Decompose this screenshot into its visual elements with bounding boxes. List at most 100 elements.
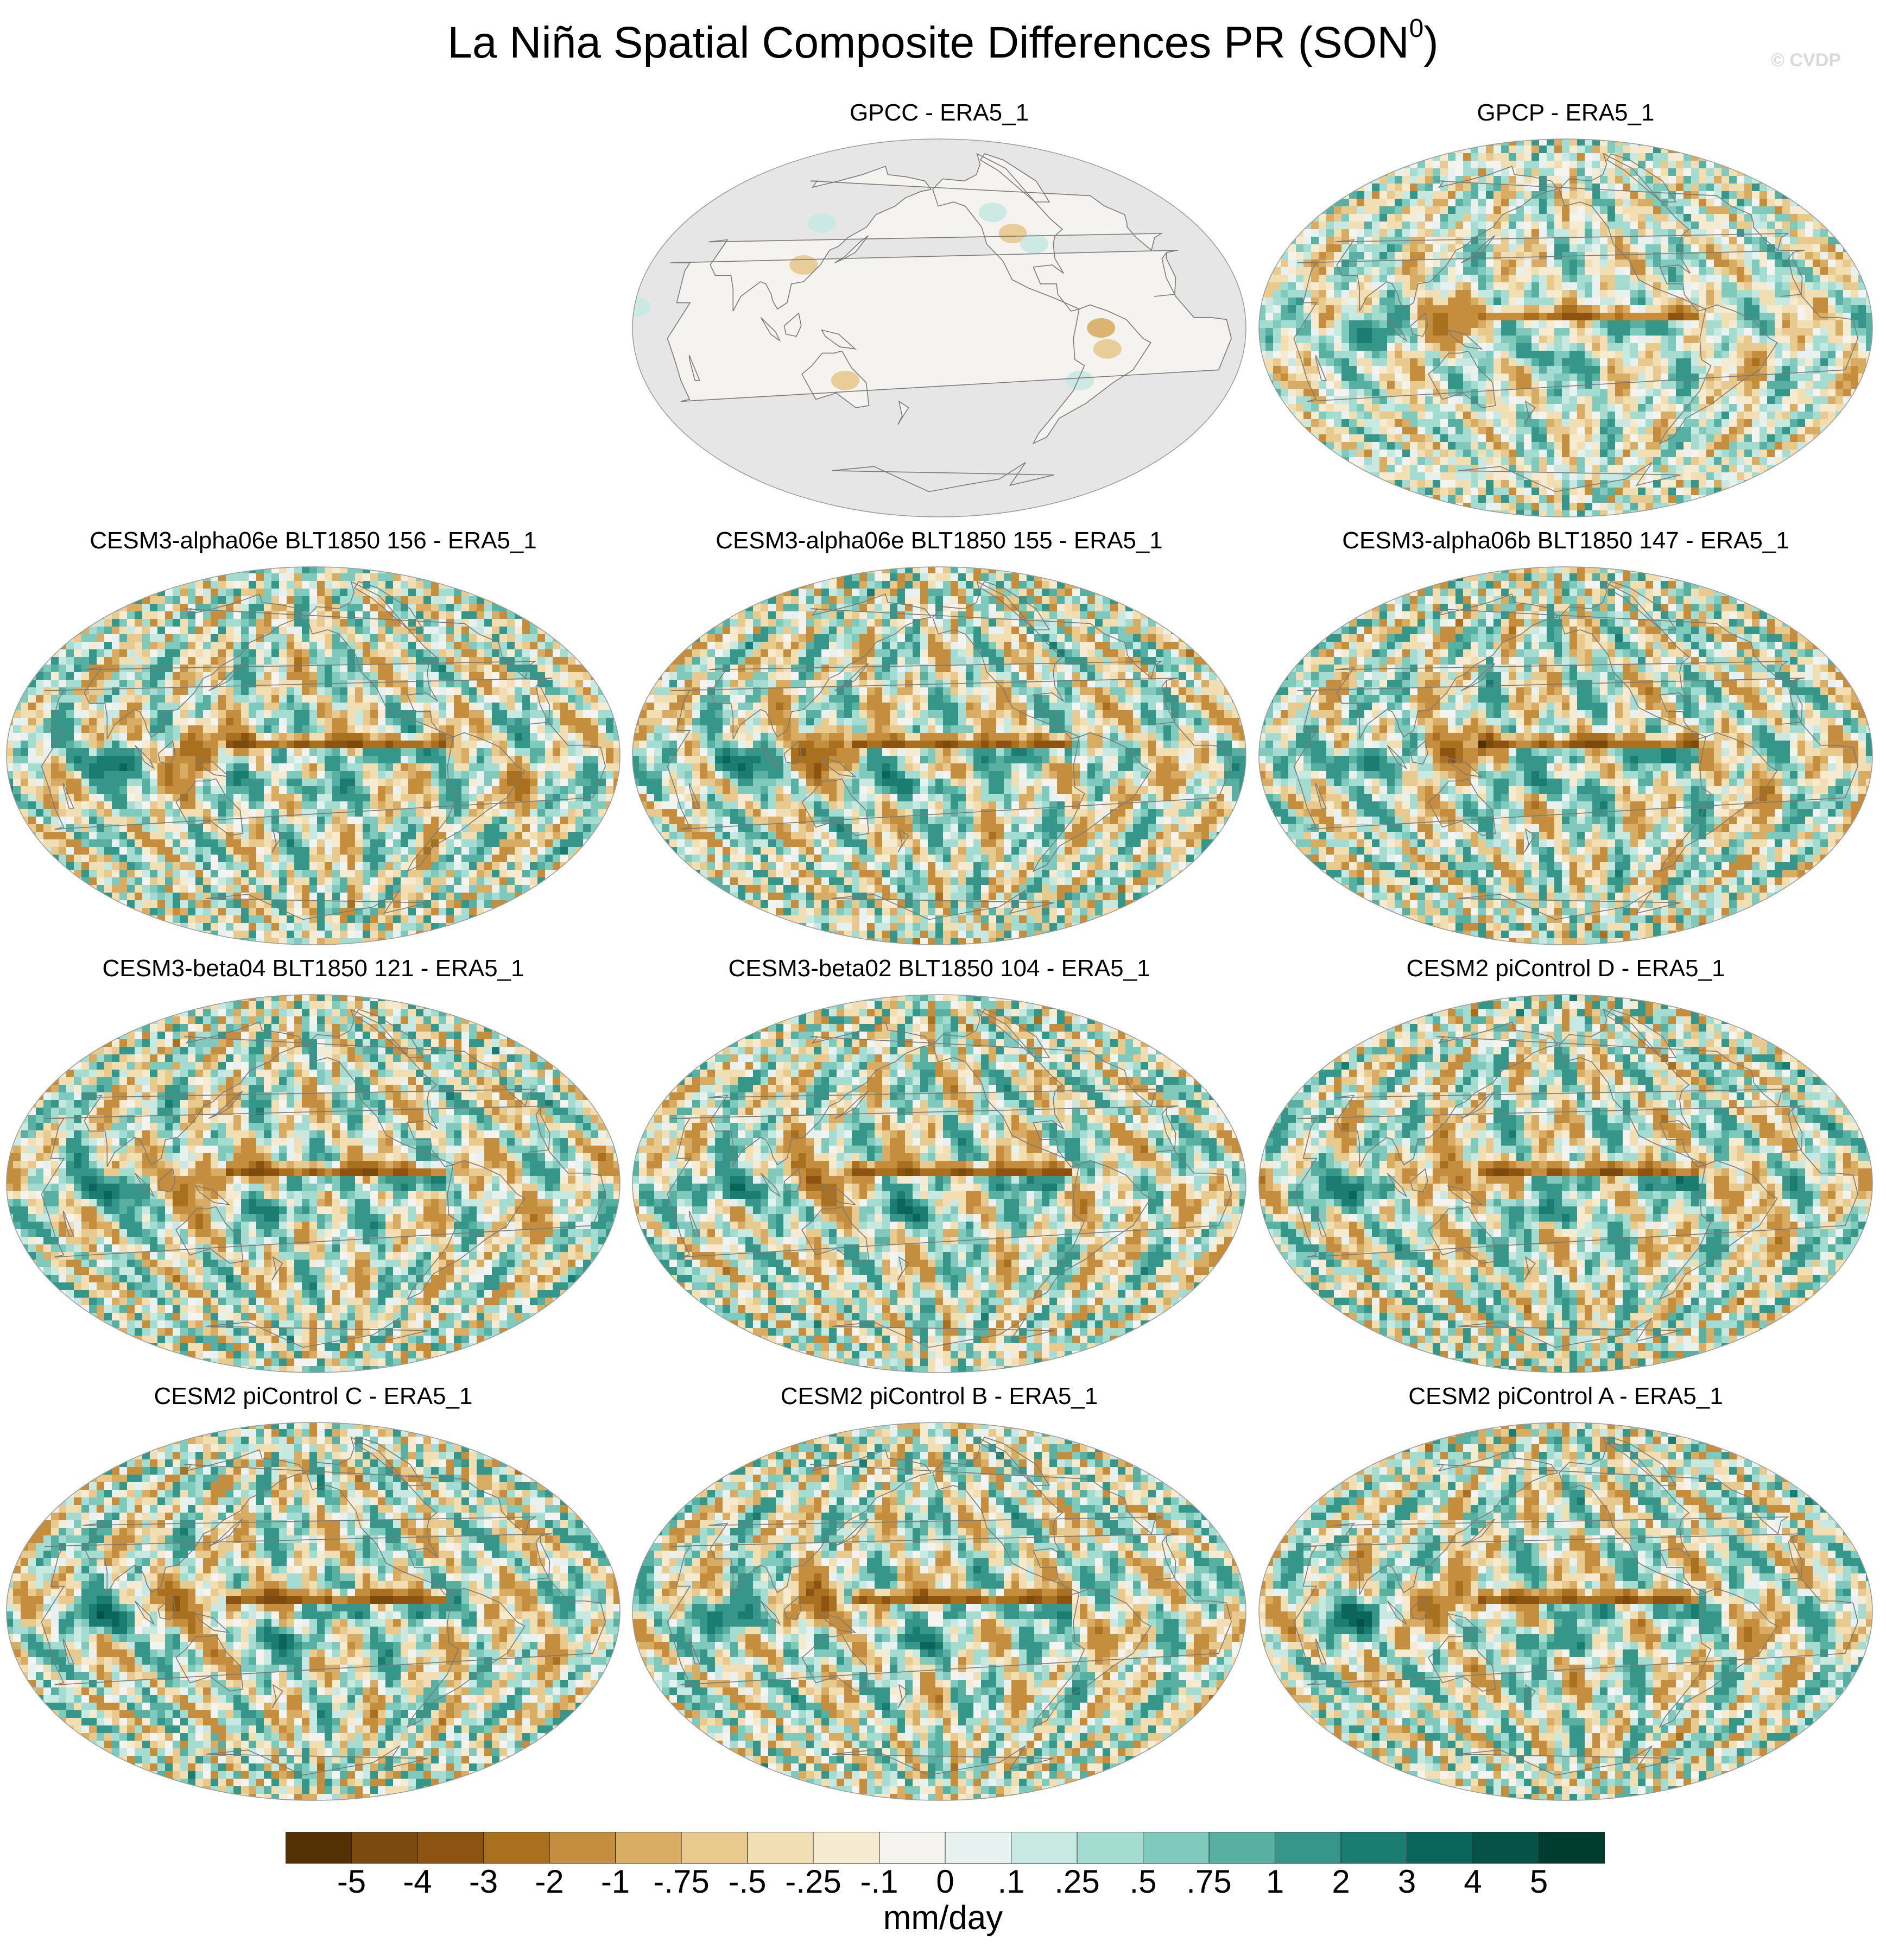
map-border <box>632 566 1246 945</box>
map-panel-gpcp: GPCP - ERA5_1 <box>1258 98 1874 526</box>
panel-title: CESM3-alpha06e BLT1850 155 - ERA5_1 <box>631 526 1247 556</box>
map-panel-cesm3-alpha06e-155: CESM3-alpha06e BLT1850 155 - ERA5_1 <box>631 526 1247 953</box>
colorbar-tick-label: -4 <box>403 1863 432 1897</box>
coastlines <box>1293 1436 1858 1776</box>
map-border <box>6 994 621 1373</box>
colorbar-swatch <box>286 1832 352 1864</box>
map-cesm2-picontrol-a <box>1258 1422 1873 1801</box>
colorbar-tick-label: 3 <box>1398 1863 1416 1897</box>
colorbar-swatch <box>615 1832 682 1864</box>
colorbar-swatch <box>483 1832 550 1864</box>
colorbar-swatch <box>351 1832 418 1864</box>
colorbar-swatch <box>1077 1832 1143 1864</box>
panel-title: CESM2 piControl A - ERA5_1 <box>1258 1381 1874 1412</box>
map-gpcp <box>1258 138 1873 517</box>
colorbar-tick-label: 1 <box>1266 1863 1284 1897</box>
coastlines <box>667 580 1232 920</box>
map-cesm2-picontrol-d <box>1258 994 1873 1373</box>
colorbar-tick-label: .5 <box>1129 1863 1156 1897</box>
map-border <box>632 994 1246 1373</box>
colorbar-swatch <box>813 1832 879 1864</box>
colorbar-tick-label: .25 <box>1054 1863 1099 1897</box>
colorbar-tick-label: -2 <box>535 1863 564 1897</box>
panel-title: CESM3-beta02 BLT1850 104 - ERA5_1 <box>631 953 1247 984</box>
precip-field <box>632 995 1246 1373</box>
precip-field <box>632 1422 1246 1800</box>
map-cesm2-picontrol-b <box>632 1422 1246 1801</box>
title-superscript: 0 <box>1409 14 1424 43</box>
colorbar-tick-label: -.75 <box>653 1863 709 1897</box>
colorbar-swatch <box>1011 1832 1078 1864</box>
colorbar-tick-label: -5 <box>337 1863 366 1897</box>
map-cesm3-alpha06e-155 <box>632 566 1246 945</box>
colorbar-swatch <box>879 1832 946 1864</box>
coastlines <box>41 1008 606 1348</box>
watermark: © CVDP <box>1771 50 1841 71</box>
land-field <box>632 154 1232 444</box>
map-gpcc <box>632 138 1246 517</box>
precip-field <box>632 139 1246 517</box>
coastlines <box>41 580 606 920</box>
coastlines <box>667 153 1232 492</box>
map-border <box>6 1422 621 1801</box>
map-panel-cesm3-alpha06e-156: CESM3-alpha06e BLT1850 156 - ERA5_1 <box>5 526 621 953</box>
map-cesm2-picontrol-c <box>6 1422 621 1801</box>
coastlines <box>667 1436 1232 1776</box>
title-main: La Niña Spatial Composite Differences PR… <box>447 18 1409 67</box>
colorbar-swatch <box>681 1832 748 1864</box>
map-border <box>1258 1422 1873 1801</box>
map-cesm3-alpha06e-156 <box>6 566 621 945</box>
colorbar-swatch <box>747 1832 814 1864</box>
precip-field <box>1259 139 1872 517</box>
precip-field <box>7 995 620 1373</box>
map-panel-cesm2-picontrol-a: CESM2 piControl A - ERA5_1 <box>1258 1381 1874 1809</box>
panel-title: CESM3-alpha06b BLT1850 147 - ERA5_1 <box>1258 526 1874 556</box>
map-panel-cesm3-beta02-104: CESM3-beta02 BLT1850 104 - ERA5_1 <box>631 953 1247 1381</box>
colorbar-units-label: mm/day <box>0 1896 1886 1940</box>
precip-field <box>1259 1422 1872 1800</box>
colorbar-tick-label: 5 <box>1530 1863 1548 1897</box>
map-border <box>632 1422 1246 1801</box>
map-border <box>632 138 1246 517</box>
colorbar-tick-label: -3 <box>469 1863 498 1897</box>
colorbar-swatch <box>1340 1832 1407 1864</box>
colorbar-tick-label: -.1 <box>860 1863 898 1897</box>
map-border <box>1258 994 1873 1373</box>
panel-title: GPCP - ERA5_1 <box>1258 98 1874 128</box>
colorbar-tick-label: -.25 <box>785 1863 841 1897</box>
colorbar-swatch <box>1472 1832 1539 1864</box>
colorbar-tick-label: 0 <box>936 1863 954 1897</box>
map-cesm3-alpha06b-147 <box>1258 566 1873 945</box>
panel-title: CESM2 piControl B - ERA5_1 <box>631 1381 1247 1412</box>
colorbar-swatch <box>1275 1832 1341 1864</box>
panel-title: GPCC - ERA5_1 <box>631 98 1247 128</box>
map-border <box>1258 566 1873 945</box>
colorbar-swatch <box>1407 1832 1473 1864</box>
map-cesm3-beta02-104 <box>632 994 1246 1373</box>
precip-field <box>7 567 620 945</box>
colorbar-swatch <box>549 1832 616 1864</box>
map-cesm3-beta04-121 <box>6 994 621 1373</box>
title-close: ) <box>1423 18 1438 67</box>
map-panel-cesm2-picontrol-c: CESM2 piControl C - ERA5_1 <box>5 1381 621 1809</box>
colorbar-tick-label: 4 <box>1464 1863 1482 1897</box>
precip-field <box>1259 995 1872 1373</box>
coastlines <box>41 1436 606 1776</box>
precip-field <box>7 1422 620 1800</box>
colorbar-swatch <box>1143 1832 1210 1864</box>
map-panel-gpcc: GPCC - ERA5_1 <box>631 98 1247 526</box>
colorbar-tick-label: -1 <box>601 1863 630 1897</box>
map-panel-cesm2-picontrol-b: CESM2 piControl B - ERA5_1 <box>631 1381 1247 1809</box>
precip-field <box>1259 567 1872 945</box>
map-panel-cesm2-picontrol-d: CESM2 piControl D - ERA5_1 <box>1258 953 1874 1381</box>
colorbar-swatch <box>1539 1832 1605 1864</box>
map-border <box>6 566 621 945</box>
colorbar: -5 -4 -3 -2 -1 -.75 -.5 -.25 -.1 0 .1 .25 .5 .75 1 2 3 4 5 <box>286 1832 1605 1897</box>
colorbar-swatch <box>945 1832 1011 1864</box>
map-panel-cesm3-beta04-121: CESM3-beta04 BLT1850 121 - ERA5_1 <box>5 953 621 1381</box>
colorbar-swatch <box>1208 1832 1275 1864</box>
coastlines <box>1293 580 1858 920</box>
colorbar-tick-label: .1 <box>997 1863 1024 1897</box>
coastlines <box>667 1008 1232 1348</box>
colorbar-swatch <box>417 1832 484 1864</box>
